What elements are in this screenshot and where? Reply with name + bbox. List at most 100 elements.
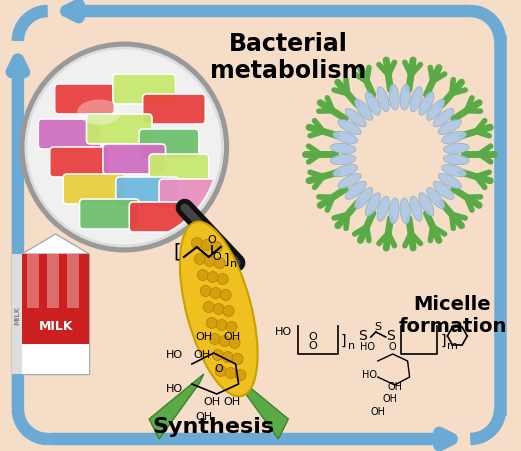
Circle shape	[213, 304, 224, 315]
Circle shape	[197, 270, 208, 281]
Text: HO: HO	[165, 383, 182, 393]
Ellipse shape	[354, 188, 373, 209]
Polygon shape	[47, 254, 59, 308]
FancyBboxPatch shape	[116, 178, 179, 207]
Ellipse shape	[443, 155, 469, 166]
Ellipse shape	[333, 132, 358, 144]
Circle shape	[362, 117, 438, 193]
Ellipse shape	[330, 155, 356, 166]
Ellipse shape	[338, 120, 361, 135]
Circle shape	[30, 53, 219, 243]
Circle shape	[210, 288, 221, 299]
FancyBboxPatch shape	[159, 179, 219, 210]
Ellipse shape	[427, 100, 445, 121]
Text: O: O	[389, 341, 396, 351]
Text: S: S	[358, 328, 367, 342]
FancyBboxPatch shape	[143, 95, 205, 125]
Ellipse shape	[345, 182, 366, 200]
FancyBboxPatch shape	[129, 202, 189, 232]
Text: OH: OH	[195, 331, 213, 341]
Ellipse shape	[438, 174, 462, 189]
Circle shape	[223, 306, 234, 317]
Circle shape	[212, 350, 223, 361]
Circle shape	[207, 272, 218, 283]
Circle shape	[191, 238, 202, 249]
Text: ]: ]	[341, 333, 346, 347]
Ellipse shape	[77, 100, 122, 125]
Ellipse shape	[365, 92, 380, 116]
Polygon shape	[67, 254, 79, 308]
Ellipse shape	[400, 85, 411, 111]
Text: O: O	[214, 363, 223, 373]
Text: OH: OH	[193, 349, 210, 359]
Text: OH: OH	[203, 396, 220, 406]
Text: MILK: MILK	[14, 305, 20, 324]
Text: Micelle
formation: Micelle formation	[398, 295, 506, 335]
FancyBboxPatch shape	[113, 75, 176, 105]
Text: OH: OH	[223, 331, 240, 341]
Ellipse shape	[410, 87, 422, 113]
Ellipse shape	[443, 144, 469, 154]
Circle shape	[222, 352, 233, 363]
Polygon shape	[149, 374, 204, 439]
FancyBboxPatch shape	[49, 147, 109, 178]
Ellipse shape	[389, 198, 399, 225]
Ellipse shape	[442, 132, 466, 144]
Text: ]: ]	[224, 253, 229, 267]
Circle shape	[203, 302, 214, 313]
FancyBboxPatch shape	[22, 254, 90, 374]
Circle shape	[27, 50, 222, 245]
Ellipse shape	[427, 188, 445, 209]
Circle shape	[214, 258, 225, 269]
Text: n: n	[348, 340, 355, 350]
Ellipse shape	[389, 85, 399, 111]
Text: O: O	[213, 252, 221, 262]
Ellipse shape	[410, 197, 422, 222]
Ellipse shape	[419, 193, 434, 216]
Ellipse shape	[442, 165, 466, 177]
Text: S: S	[387, 328, 395, 342]
FancyBboxPatch shape	[12, 254, 22, 374]
Ellipse shape	[365, 193, 380, 216]
FancyBboxPatch shape	[80, 199, 139, 230]
Ellipse shape	[438, 120, 462, 135]
Ellipse shape	[180, 222, 257, 396]
Text: OH: OH	[387, 381, 402, 391]
Text: S: S	[374, 321, 381, 331]
FancyBboxPatch shape	[22, 344, 90, 374]
FancyBboxPatch shape	[86, 115, 152, 145]
FancyBboxPatch shape	[139, 130, 199, 160]
Circle shape	[215, 366, 226, 377]
Circle shape	[201, 286, 211, 297]
Circle shape	[204, 256, 215, 267]
Text: O: O	[207, 235, 216, 244]
Ellipse shape	[419, 92, 434, 116]
Text: OH: OH	[370, 406, 386, 416]
Ellipse shape	[345, 109, 366, 128]
Text: [: [	[173, 242, 181, 261]
Polygon shape	[27, 254, 39, 308]
Circle shape	[194, 254, 205, 265]
Ellipse shape	[338, 174, 361, 189]
Circle shape	[235, 370, 246, 381]
Ellipse shape	[333, 165, 358, 177]
Circle shape	[229, 338, 240, 349]
Text: HO: HO	[165, 349, 182, 359]
Circle shape	[201, 240, 212, 251]
Polygon shape	[22, 254, 90, 308]
Ellipse shape	[377, 197, 389, 222]
Circle shape	[220, 290, 231, 301]
Text: HO: HO	[361, 341, 375, 351]
Ellipse shape	[433, 109, 454, 128]
Polygon shape	[22, 235, 90, 254]
Circle shape	[226, 322, 237, 333]
Ellipse shape	[330, 144, 356, 154]
Text: n: n	[230, 258, 237, 268]
FancyBboxPatch shape	[63, 175, 126, 205]
Ellipse shape	[354, 100, 373, 121]
Ellipse shape	[400, 198, 411, 225]
FancyBboxPatch shape	[55, 85, 114, 115]
FancyBboxPatch shape	[22, 308, 90, 344]
Circle shape	[225, 368, 236, 379]
Text: HO: HO	[362, 369, 377, 379]
